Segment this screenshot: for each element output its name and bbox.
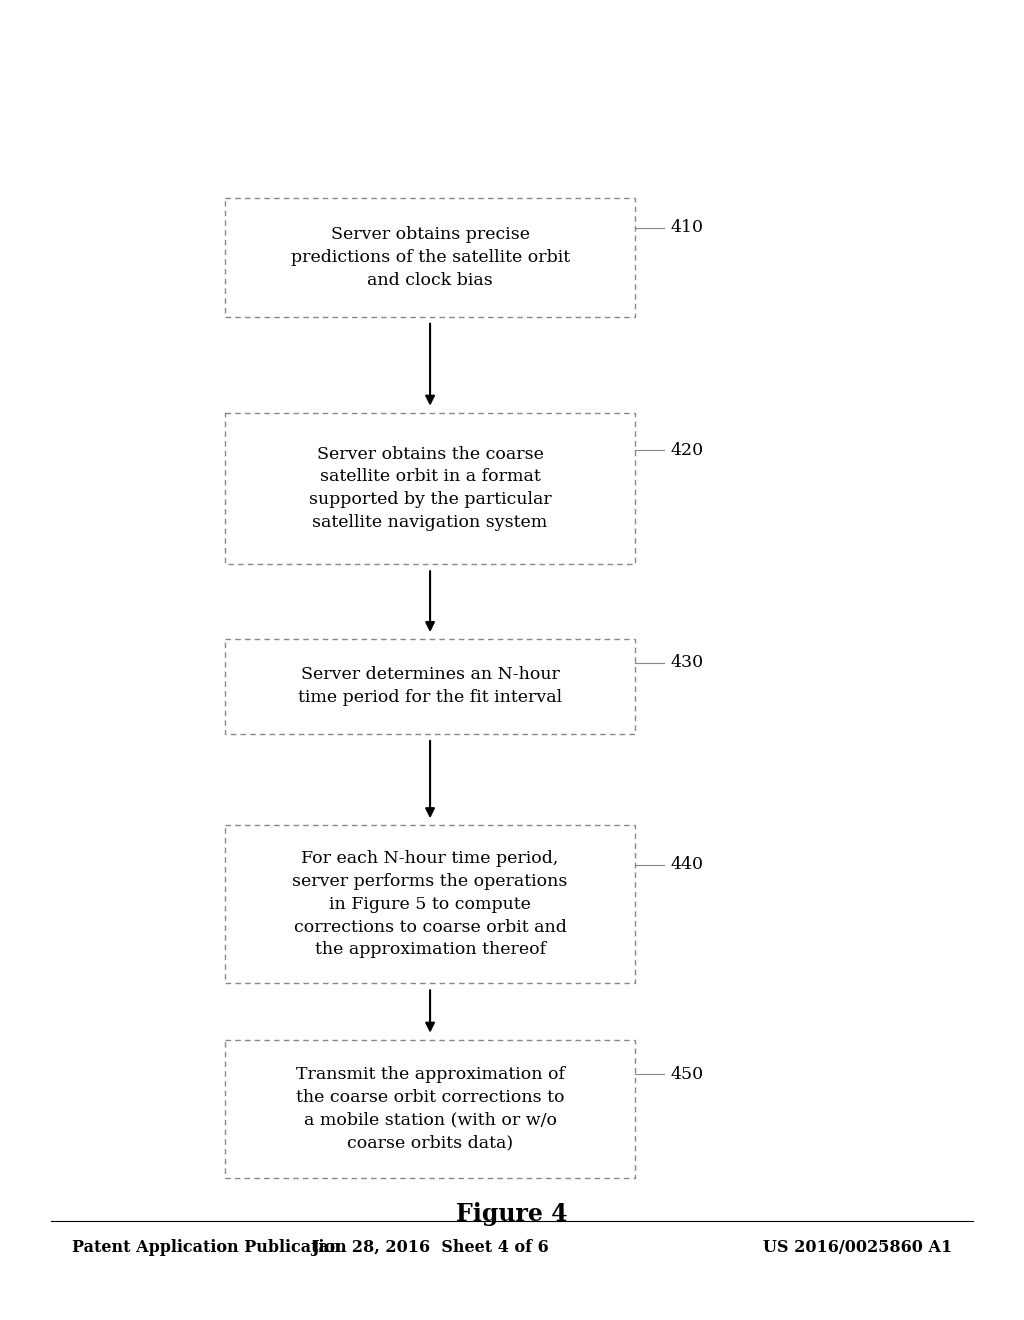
Bar bbox=[225, 1040, 635, 1177]
Bar bbox=[225, 198, 635, 317]
Text: Patent Application Publication: Patent Application Publication bbox=[72, 1239, 346, 1255]
Bar bbox=[225, 412, 635, 565]
Text: 410: 410 bbox=[671, 219, 703, 236]
Text: Figure 4: Figure 4 bbox=[456, 1203, 568, 1226]
Text: Jan. 28, 2016  Sheet 4 of 6: Jan. 28, 2016 Sheet 4 of 6 bbox=[311, 1239, 549, 1255]
Text: 430: 430 bbox=[671, 655, 703, 671]
Text: Server obtains precise
predictions of the satellite orbit
and clock bias: Server obtains precise predictions of th… bbox=[291, 226, 569, 289]
Text: Transmit the approximation of
the coarse orbit corrections to
a mobile station (: Transmit the approximation of the coarse… bbox=[296, 1067, 564, 1151]
Bar bbox=[225, 825, 635, 983]
Bar bbox=[225, 639, 635, 734]
Text: Server obtains the coarse
satellite orbit in a format
supported by the particula: Server obtains the coarse satellite orbi… bbox=[308, 446, 552, 531]
Text: For each N-hour time period,
server performs the operations
in Figure 5 to compu: For each N-hour time period, server perf… bbox=[293, 850, 567, 958]
Text: 420: 420 bbox=[671, 442, 703, 459]
Text: US 2016/0025860 A1: US 2016/0025860 A1 bbox=[763, 1239, 952, 1255]
Text: 450: 450 bbox=[671, 1065, 703, 1082]
Text: 440: 440 bbox=[671, 857, 703, 873]
Text: Server determines an N-hour
time period for the fit interval: Server determines an N-hour time period … bbox=[298, 667, 562, 706]
